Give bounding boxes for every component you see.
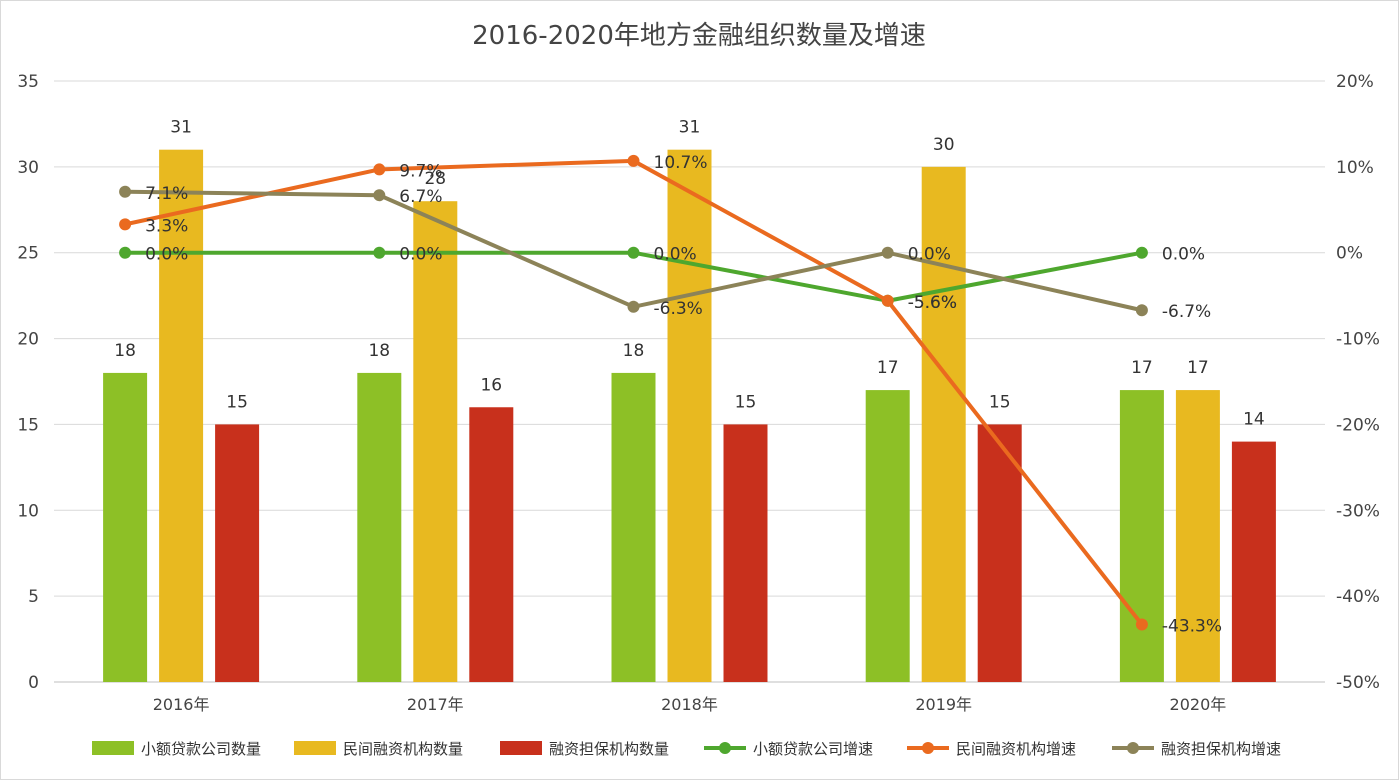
- legend-label: 民间融资机构数量: [343, 740, 463, 758]
- chart-title: 2016-2020年地方金融组织数量及增速: [472, 21, 926, 51]
- bar-1: [865, 390, 910, 682]
- legend-label: 小额贷款公司数量: [141, 740, 261, 758]
- bar-2: [413, 201, 458, 682]
- y-left-tick-label: 30: [17, 158, 39, 178]
- bar-3: [977, 424, 1022, 682]
- bar-data-label: 17: [877, 358, 899, 378]
- legend-label: 小额贷款公司增速: [753, 740, 873, 758]
- line-data-label: 0.0%: [654, 245, 697, 265]
- legend-label: 融资担保机构数量: [549, 740, 669, 758]
- y-right-tick-label: -30%: [1336, 501, 1380, 521]
- bar-data-label: 31: [679, 118, 701, 138]
- bar-data-label: 14: [1243, 410, 1265, 430]
- legend-swatch: [500, 741, 542, 755]
- line-data-label: 10.7%: [654, 153, 708, 173]
- line-data-label: -5.6%: [908, 293, 957, 313]
- y-left-tick-label: 5: [28, 587, 39, 607]
- line-data-label: 9.7%: [399, 161, 442, 181]
- bar-1: [1119, 390, 1164, 682]
- y-right-tick-label: 10%: [1336, 158, 1374, 178]
- line-data-label: 0.0%: [145, 245, 188, 265]
- y-left-tick-label: 15: [17, 415, 39, 435]
- y-right-tick-label: -40%: [1336, 587, 1380, 607]
- legend-marker: [1127, 742, 1139, 754]
- line-data-label: -6.7%: [1162, 302, 1211, 322]
- line-point: [119, 218, 132, 231]
- line-point: [881, 294, 894, 307]
- line-data-label: 0.0%: [908, 245, 951, 265]
- line-point: [373, 163, 386, 176]
- line-data-label: -6.3%: [654, 299, 703, 319]
- y-left-tick-label: 35: [17, 72, 39, 92]
- bar-2: [667, 149, 712, 682]
- line-point: [1135, 246, 1148, 259]
- bar-data-label: 18: [623, 341, 645, 361]
- x-tick-label: 2019年: [915, 695, 972, 714]
- bar-data-label: 15: [226, 392, 248, 412]
- legend-label: 融资担保机构增速: [1161, 740, 1281, 758]
- line-point: [627, 246, 640, 259]
- legend-swatch: [294, 741, 336, 755]
- bar-data-label: 31: [170, 118, 192, 138]
- y-right-tick-label: -10%: [1336, 330, 1380, 350]
- legend-label: 民间融资机构增速: [956, 740, 1076, 758]
- bar-data-label: 30: [933, 135, 955, 155]
- bar-data-label: 18: [368, 341, 390, 361]
- bar-2: [1175, 390, 1220, 682]
- bar-1: [611, 372, 656, 682]
- bar-3: [1231, 441, 1276, 682]
- y-left-tick-label: 25: [17, 244, 39, 264]
- line-data-label: 0.0%: [399, 245, 442, 265]
- line-data-label: -5.6%: [908, 293, 957, 313]
- line-point: [373, 189, 386, 202]
- bar-3: [469, 407, 514, 682]
- line-point: [373, 246, 386, 259]
- bar-3: [723, 424, 768, 682]
- line-point: [119, 185, 132, 198]
- x-tick-label: 2018年: [661, 695, 718, 714]
- line-point: [119, 246, 132, 259]
- bar-data-label: 18: [114, 341, 136, 361]
- bar-2: [159, 149, 204, 682]
- bar-data-label: 28: [424, 169, 446, 189]
- bar-2: [921, 166, 966, 682]
- bar-1: [357, 372, 402, 682]
- bar-data-label: 17: [1187, 358, 1209, 378]
- line-point: [1135, 618, 1148, 631]
- legend-marker: [719, 742, 731, 754]
- line-data-label: -43.3%: [1162, 616, 1222, 636]
- line-data-label: 0.0%: [1162, 245, 1205, 265]
- line-point: [627, 154, 640, 167]
- line-point: [1135, 304, 1148, 317]
- line-data-label: 3.3%: [145, 216, 188, 236]
- y-left-tick-label: 20: [17, 330, 39, 350]
- legend-swatch: [92, 741, 134, 755]
- x-tick-label: 2016年: [153, 695, 210, 714]
- bar-1: [103, 372, 148, 682]
- y-left-tick-label: 10: [17, 501, 39, 521]
- legend-marker: [922, 742, 934, 754]
- bar-data-label: 16: [480, 375, 502, 395]
- bar-data-label: 15: [735, 392, 757, 412]
- line-data-label: 6.7%: [399, 187, 442, 207]
- x-tick-label: 2020年: [1170, 695, 1227, 714]
- bar-3: [215, 424, 260, 682]
- bar-data-label: 15: [989, 392, 1011, 412]
- y-left-tick-label: 0: [28, 673, 39, 693]
- y-right-tick-label: -20%: [1336, 415, 1380, 435]
- line-point: [881, 246, 894, 259]
- line-point: [627, 300, 640, 313]
- y-right-tick-label: -50%: [1336, 673, 1380, 693]
- bar-data-label: 17: [1131, 358, 1153, 378]
- y-right-tick-label: 20%: [1336, 72, 1374, 92]
- line-data-label: 7.1%: [145, 184, 188, 204]
- y-right-tick-label: 0%: [1336, 244, 1363, 264]
- x-tick-label: 2017年: [407, 695, 464, 714]
